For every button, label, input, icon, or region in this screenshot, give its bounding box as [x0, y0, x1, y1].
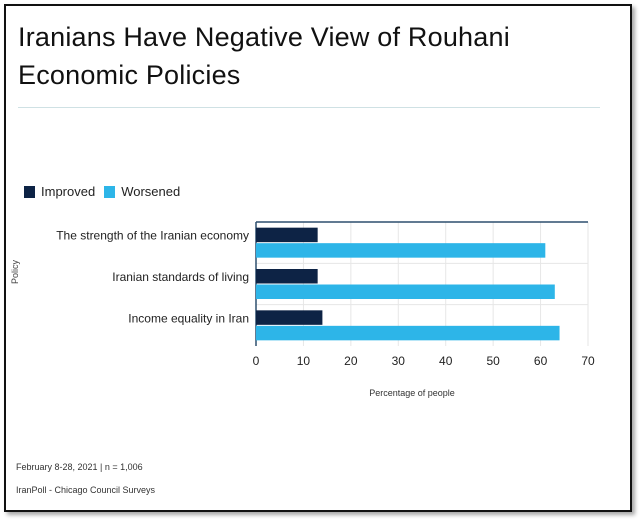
footer-source: IranPoll - Chicago Council Surveys [16, 485, 156, 495]
x-tick-labels: 0 10 20 30 40 50 60 70 [253, 354, 595, 368]
grid [255, 221, 589, 346]
legend-swatch-worsened [104, 185, 116, 198]
title-divider [18, 107, 600, 108]
category-labels: The strength of the Iranian economy Irani… [56, 229, 249, 326]
legend-label-improved: Improved [41, 184, 96, 199]
bar-chart: The strength of the Iranian economy Irani… [56, 221, 595, 398]
category-label: The strength of the Iranian economy [56, 229, 249, 243]
bar-worsened[interactable] [256, 284, 555, 300]
x-tick-label: 10 [297, 354, 311, 368]
bar-worsened[interactable] [256, 243, 546, 258]
legend-item-improved[interactable]: Improved [24, 184, 95, 199]
x-tick-label: 40 [439, 354, 453, 368]
x-tick-label: 70 [581, 354, 595, 368]
chart-title: Iranians Have Negative View of Rouhani E… [18, 22, 510, 90]
bar-improved[interactable] [256, 310, 323, 325]
category-label: Iranian standards of living [112, 270, 249, 284]
bars [256, 227, 560, 341]
bar-improved[interactable] [256, 269, 318, 284]
footer-date-sample: February 8-28, 2021 | n = 1,006 [16, 462, 143, 472]
legend-label-worsened: Worsened [121, 184, 181, 199]
category-label: Income equality in Iran [128, 311, 249, 325]
chart-frame: Iranians Have Negative View of Rouhani E… [4, 4, 632, 512]
x-tick-label: 0 [253, 354, 260, 368]
bar-improved[interactable] [256, 227, 318, 243]
x-axis-label: Percentage of people [369, 388, 455, 398]
legend: Improved Worsened [24, 184, 189, 199]
x-tick-label: 50 [486, 354, 500, 368]
legend-swatch-improved [24, 185, 35, 198]
bar-worsened[interactable] [256, 325, 560, 341]
x-tick-label: 20 [344, 354, 358, 368]
x-tick-label: 60 [534, 354, 548, 368]
x-tick-label: 30 [392, 354, 406, 368]
legend-item-worsened[interactable]: Worsened [104, 184, 180, 199]
